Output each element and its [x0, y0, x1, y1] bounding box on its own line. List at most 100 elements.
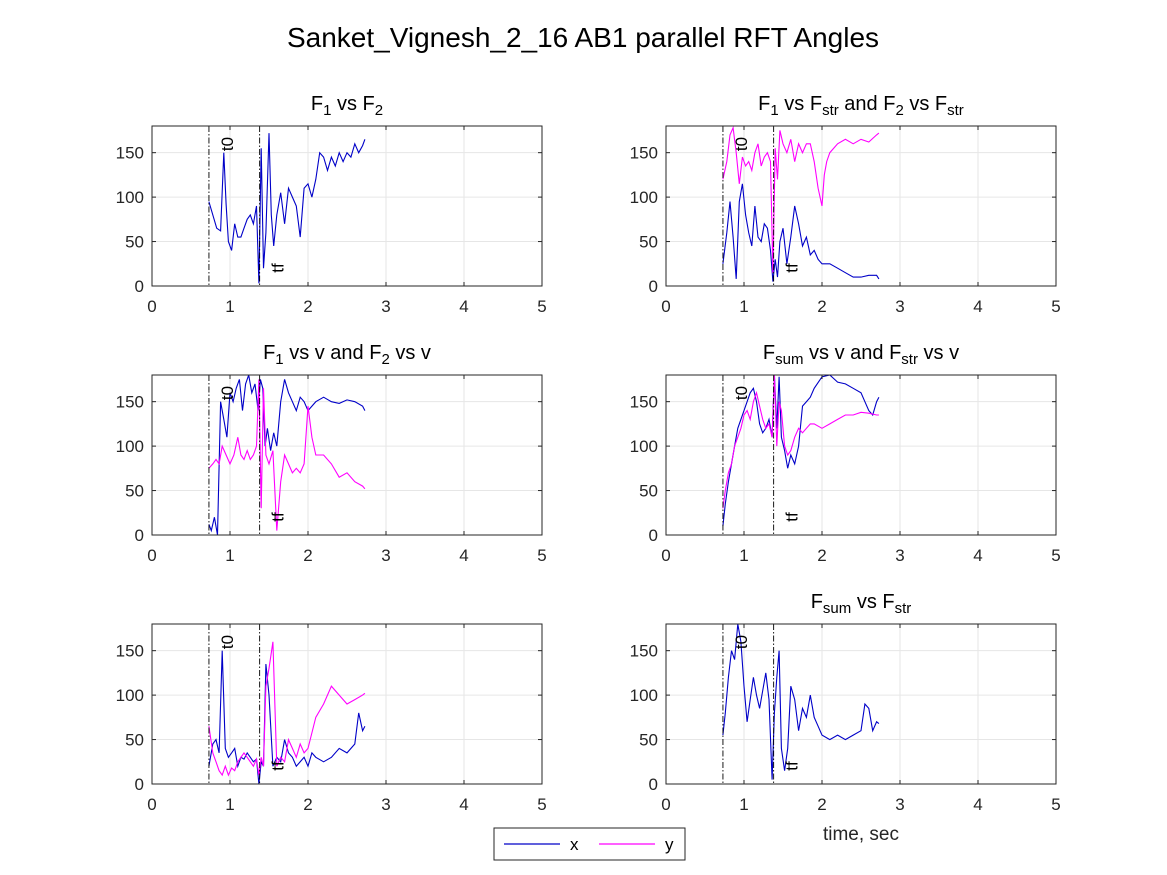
- y-tick-label: 50: [125, 731, 144, 750]
- subplot-title: F1 vs Fstr and F2 vs Fstr: [758, 93, 964, 119]
- x-axis-label: time, sec: [823, 824, 899, 845]
- series-line-x: [722, 375, 880, 527]
- x-tick-label: 5: [1051, 795, 1060, 814]
- x-tick-label: 2: [817, 795, 826, 814]
- y-tick-label: 150: [630, 642, 658, 661]
- t0-label: t0: [732, 635, 751, 649]
- x-tick-label: 1: [739, 546, 748, 565]
- y-tick-label: 50: [639, 233, 658, 252]
- x-tick-label: 4: [973, 795, 982, 814]
- x-tick-label: 2: [303, 795, 312, 814]
- y-tick-label: 150: [116, 393, 144, 412]
- y-tick-label: 100: [116, 188, 144, 207]
- subplot-title: F1 vs v and F2 vs v: [263, 342, 431, 368]
- x-tick-label: 0: [661, 795, 670, 814]
- series-line-x: [722, 183, 880, 282]
- series-line-x: [208, 650, 366, 784]
- t0-label: t0: [732, 386, 751, 400]
- series-line-y: [722, 375, 879, 509]
- x-tick-label: 1: [225, 297, 234, 316]
- subplot-title: Fsum vs v and Fstr vs v: [763, 342, 959, 368]
- x-tick-label: 3: [895, 297, 904, 316]
- legend-label-x: x: [570, 835, 579, 854]
- x-tick-label: 2: [303, 546, 312, 565]
- t0-label: t0: [732, 137, 751, 151]
- x-tick-label: 1: [225, 795, 234, 814]
- series-line-y: [208, 379, 366, 531]
- y-tick-label: 100: [116, 437, 144, 456]
- y-tick-label: 50: [125, 233, 144, 252]
- series-line-x: [208, 375, 366, 535]
- x-tick-label: 3: [381, 546, 390, 565]
- y-tick-label: 0: [649, 775, 658, 794]
- axes-frame: [665, 125, 1057, 287]
- x-tick-label: 1: [739, 297, 748, 316]
- y-tick-label: 100: [630, 686, 658, 705]
- x-tick-label: 5: [1051, 546, 1060, 565]
- y-tick-label: 150: [630, 144, 658, 163]
- tf-label: tf: [269, 263, 288, 273]
- x-tick-label: 0: [661, 546, 670, 565]
- tf-label: tf: [783, 263, 802, 273]
- x-tick-label: 2: [817, 546, 826, 565]
- y-tick-label: 50: [125, 482, 144, 501]
- y-tick-label: 50: [639, 482, 658, 501]
- tf-label: tf: [269, 761, 288, 771]
- x-tick-label: 5: [537, 546, 546, 565]
- x-tick-label: 3: [381, 297, 390, 316]
- axes-background: [152, 375, 542, 535]
- x-tick-label: 3: [381, 795, 390, 814]
- y-tick-label: 100: [116, 686, 144, 705]
- x-tick-label: 4: [973, 546, 982, 565]
- x-tick-label: 5: [537, 297, 546, 316]
- x-tick-label: 5: [537, 795, 546, 814]
- x-tick-label: 4: [459, 546, 468, 565]
- chart-title: Sanket_Vignesh_2_16 AB1 parallel RFT Ang…: [287, 22, 879, 53]
- series-line-y: [208, 641, 366, 777]
- x-tick-label: 2: [817, 297, 826, 316]
- t0-label: t0: [218, 635, 237, 649]
- y-tick-label: 150: [116, 642, 144, 661]
- x-tick-label: 4: [459, 795, 468, 814]
- y-tick-label: 0: [135, 526, 144, 545]
- subplot-title: Fsum vs Fstr: [811, 591, 912, 617]
- x-tick-label: 1: [739, 795, 748, 814]
- axes-frame: [151, 125, 543, 287]
- x-tick-label: 0: [147, 297, 156, 316]
- series-line-x: [208, 133, 366, 284]
- tf-label: tf: [783, 761, 802, 771]
- x-tick-label: 4: [973, 297, 982, 316]
- subplot-title: F1 vs F2: [311, 93, 383, 119]
- axes-frame: [151, 374, 543, 536]
- x-tick-label: 3: [895, 795, 904, 814]
- y-tick-label: 50: [639, 731, 658, 750]
- y-tick-label: 0: [135, 775, 144, 794]
- tf-label: tf: [783, 512, 802, 522]
- x-tick-label: 3: [895, 546, 904, 565]
- series-line-y: [722, 126, 880, 273]
- axes-frame: [665, 623, 1057, 785]
- y-tick-label: 100: [630, 437, 658, 456]
- y-tick-label: 0: [135, 277, 144, 296]
- series-line-x: [722, 624, 880, 780]
- x-tick-label: 1: [225, 546, 234, 565]
- y-tick-label: 100: [630, 188, 658, 207]
- y-tick-label: 0: [649, 526, 658, 545]
- axes-background: [666, 624, 1056, 784]
- x-tick-label: 2: [303, 297, 312, 316]
- x-tick-label: 0: [147, 546, 156, 565]
- t0-label: t0: [218, 386, 237, 400]
- y-tick-label: 0: [649, 277, 658, 296]
- y-tick-label: 150: [630, 393, 658, 412]
- x-tick-label: 5: [1051, 297, 1060, 316]
- x-tick-label: 0: [661, 297, 670, 316]
